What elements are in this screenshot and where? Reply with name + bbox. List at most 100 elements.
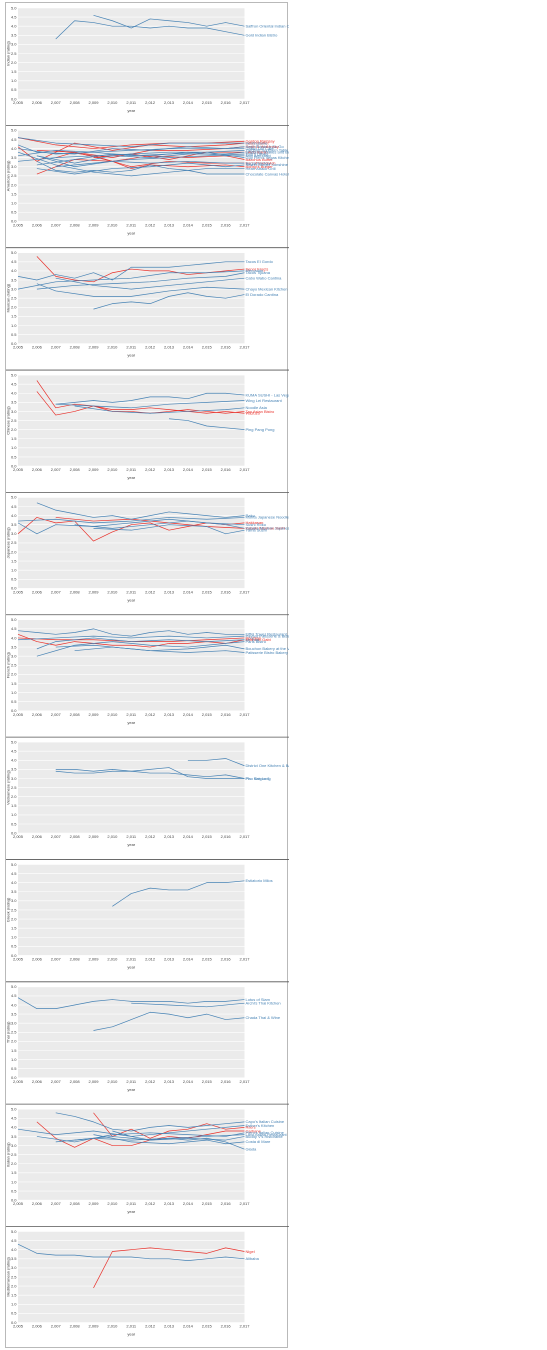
series-label: Tacos El Gordo (246, 259, 274, 264)
series-label: Yonaka Modern Japanese (246, 526, 290, 531)
y-tick-label: 1.0 (11, 1179, 17, 1184)
y-tick-label: 1.5 (11, 803, 17, 808)
x-tick-label: 2,016 (221, 589, 232, 594)
x-tick-label: 2,016 (221, 1079, 232, 1084)
x-tick-label: 2,012 (145, 1201, 156, 1206)
y-tick-label: 5.0 (11, 1106, 17, 1111)
y-tick-label: 3.0 (11, 776, 17, 781)
x-tick-label: 2,017 (239, 834, 250, 839)
y-tick-label: 1.5 (11, 69, 17, 74)
x-tick-label: 2,012 (145, 100, 156, 105)
y-tick-label: 4.5 (11, 381, 17, 386)
x-tick-label: 2,012 (145, 834, 156, 839)
x-tick-label: 2,014 (183, 345, 194, 350)
x-tick-label: 2,008 (70, 1079, 81, 1084)
chart-panel-11: 0.0 0.5 1.0 1.5 2.0 2.5 3.0 3.5 4.0 4.5 5.0 2,005 2,… (6, 1229, 260, 1337)
series-label: Gordon Ramsay (246, 139, 275, 144)
series-label: Tao Asian Bistro (246, 409, 275, 414)
y-tick-label: 3.0 (11, 1143, 17, 1148)
series-line (112, 1130, 245, 1150)
series-label: Eiffel Tower Restaurant (246, 632, 288, 637)
x-tick-label: 2,007 (51, 100, 62, 105)
series-label: KUMA SUSHI - Las Vegas (246, 392, 290, 397)
y-tick-label: 3.0 (11, 1021, 17, 1026)
x-tick-label: 2,008 (70, 956, 81, 961)
y-tick-label: 4.0 (11, 635, 17, 640)
chart-panel-7: 0.0 0.5 1.0 1.5 2.0 2.5 3.0 3.5 4.0 4.5 5.0 2,005 2,… (6, 739, 289, 860)
series-label: Lotus Market (246, 140, 270, 145)
x-tick-label: 2,017 (239, 712, 250, 717)
x-tick-label: 2,012 (145, 467, 156, 472)
x-tick-label: 2,014 (183, 467, 194, 472)
x-tick-label: 2,010 (107, 1079, 118, 1084)
series-label: Pho Saigon 8 (246, 776, 271, 781)
x-axis-label: year (127, 720, 135, 725)
x-tick-label: 2,007 (51, 222, 62, 227)
y-tick-label: 2.5 (11, 1152, 17, 1157)
x-tick-label: 2,006 (32, 345, 43, 350)
x-axis-label: year (127, 475, 135, 480)
y-tick-label: 1.0 (11, 1302, 17, 1307)
y-tick-label: 1.5 (11, 436, 17, 441)
y-tick-label: 2.5 (11, 51, 17, 56)
series-label: Ping Pang Pong (246, 427, 275, 432)
x-tick-label: 2,007 (51, 956, 62, 961)
series-label: Alibaba (246, 1256, 260, 1261)
series-label: Gold Indian Bistro (246, 33, 279, 38)
series-line (17, 270, 245, 290)
y-tick-label: 0.5 (11, 87, 17, 92)
series-label: Carbone (246, 1128, 262, 1133)
y-tick-label: 5.0 (11, 862, 17, 867)
x-tick-label: 2,006 (32, 1324, 43, 1329)
x-tick-label: 2,013 (164, 712, 175, 717)
x-tick-label: 2,013 (164, 1324, 175, 1329)
series-line (36, 391, 245, 416)
y-axis-label: French (rating) (6, 651, 11, 678)
x-tick-label: 2,007 (51, 467, 62, 472)
series-label: Smith & Wollensky (246, 144, 279, 149)
x-tick-label: 2,010 (107, 834, 118, 839)
chart-panel-5: 0.0 0.5 1.0 1.5 2.0 2.5 3.0 3.5 4.0 4.5 5.0 2,005 2,… (6, 495, 290, 616)
x-tick-label: 2,010 (107, 222, 118, 227)
series-line (17, 148, 245, 158)
y-tick-label: 0.5 (11, 1066, 17, 1071)
y-tick-label: 3.5 (11, 277, 17, 282)
series-line (74, 520, 245, 529)
series-label: Paris Bistro (246, 639, 267, 644)
y-tick-label: 0.5 (11, 332, 17, 337)
x-axis-label: year (127, 1209, 135, 1214)
x-tick-label: 2,005 (13, 589, 24, 594)
x-tick-label: 2,005 (13, 100, 24, 105)
x-tick-label: 2,008 (70, 834, 81, 839)
x-tick-label: 2,011 (126, 712, 136, 717)
series-line (36, 155, 245, 168)
series-line (93, 1247, 245, 1289)
x-tick-label: 2,015 (202, 589, 213, 594)
series-label: Giada (246, 1146, 257, 1151)
y-tick-label: 3.5 (11, 522, 17, 527)
series-label: Bouchon Bakery at the Venetian (246, 646, 290, 651)
y-tick-label: 4.5 (11, 137, 17, 142)
x-tick-label: 2,008 (70, 100, 81, 105)
series-line (55, 392, 245, 405)
y-tick-label: 4.5 (11, 504, 17, 509)
y-tick-label: 1.5 (11, 191, 17, 196)
x-tick-label: 2,010 (107, 100, 118, 105)
series-line (17, 261, 245, 281)
series-line (17, 148, 245, 157)
x-tick-label: 2,013 (164, 1079, 175, 1084)
y-tick-label: 5.0 (11, 128, 17, 133)
x-tick-label: 2,012 (145, 956, 156, 961)
x-tick-label: 2,012 (145, 222, 156, 227)
x-tick-label: 2,013 (164, 834, 175, 839)
series-label: Sushi Roku (246, 522, 266, 527)
x-tick-label: 2,006 (32, 956, 43, 961)
series-line (74, 405, 245, 414)
y-tick-label: 2.0 (11, 305, 17, 310)
series-label: Secret Burger Sunshine (246, 162, 289, 167)
y-tick-label: 3.0 (11, 898, 17, 903)
y-tick-label: 2.0 (11, 182, 17, 187)
series-label: Costa di Mare (246, 1139, 272, 1144)
y-tick-label: 4.0 (11, 24, 17, 29)
y-tick-label: 3.0 (11, 409, 17, 414)
